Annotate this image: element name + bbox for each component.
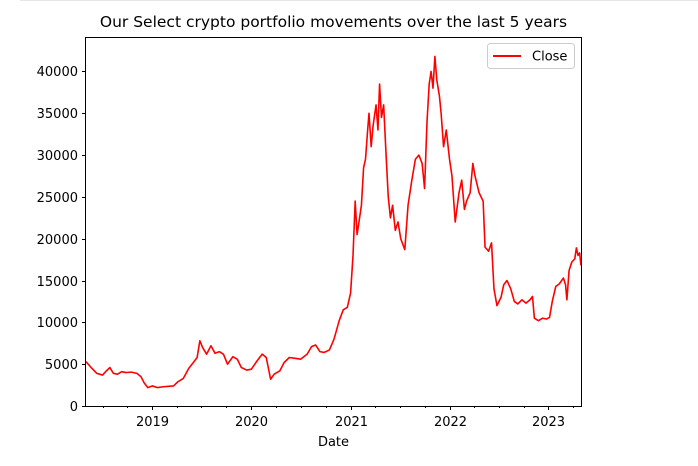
x-axis-label: Date bbox=[318, 435, 349, 450]
plot-area: 0 5000 10000 15000 20000 25000 30000 35000 40000… bbox=[37, 37, 582, 430]
line-layer bbox=[85, 55, 582, 389]
y-tick-label: 0 bbox=[70, 400, 78, 415]
y-tick-label: 40000 bbox=[37, 65, 78, 80]
x-tick-label: 2022 bbox=[434, 415, 467, 430]
y-tick-label: 20000 bbox=[37, 233, 78, 248]
x-tick-label: 2019 bbox=[136, 415, 169, 430]
x-tick-label: 2023 bbox=[532, 415, 565, 430]
x-tick-label: 2021 bbox=[335, 415, 368, 430]
y-tick-label: 10000 bbox=[37, 316, 78, 331]
y-tick-label: 25000 bbox=[37, 191, 78, 206]
y-axis-ticks: 0 5000 10000 15000 20000 25000 30000 35000 40000 bbox=[37, 65, 86, 415]
legend-box bbox=[487, 43, 575, 69]
legend-label-close: Close bbox=[532, 50, 567, 65]
series-line-close bbox=[85, 55, 582, 389]
x-tick-label: 2020 bbox=[235, 415, 268, 430]
y-tick-label: 30000 bbox=[37, 149, 78, 164]
legend: Close bbox=[487, 43, 575, 69]
y-tick-label: 5000 bbox=[45, 358, 78, 373]
x-axis-ticks: 2019 2020 2021 2022 2023 bbox=[103, 406, 574, 430]
axes-frame bbox=[85, 37, 582, 407]
chart-title: Our Select crypto portfolio movements ov… bbox=[100, 13, 567, 31]
y-tick-label: 35000 bbox=[37, 107, 78, 122]
y-tick-label: 15000 bbox=[37, 275, 78, 290]
